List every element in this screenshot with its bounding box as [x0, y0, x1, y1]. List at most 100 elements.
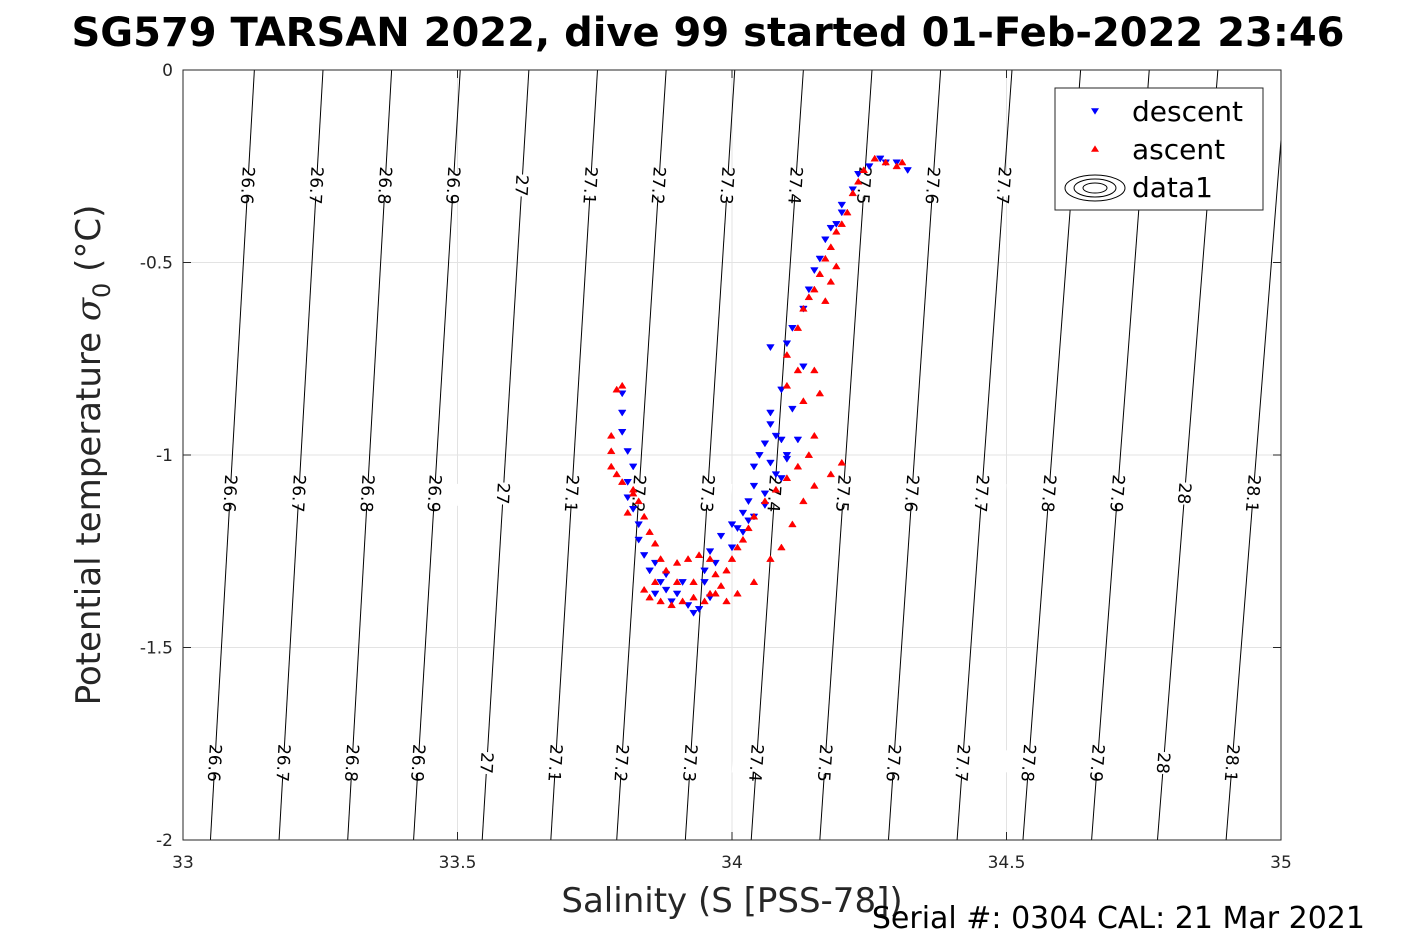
ascent-point-2: [892, 162, 901, 170]
density-contour-label-bg-6-0: [634, 172, 684, 199]
density-contour-label-6-0: 27.2: [647, 166, 669, 205]
ascent-point-63: [612, 470, 621, 478]
ascent-point-51: [694, 551, 704, 559]
ascent-point-5: [854, 177, 863, 185]
density-contour-label-4-1: 27: [492, 482, 513, 505]
descent-point-40: [705, 548, 715, 556]
density-contour-label-bg-8-1: [749, 480, 800, 507]
density-contour-7: [684, 69, 736, 841]
density-contour-label-5-1: 27.1: [560, 474, 582, 513]
descent-point-10: [837, 209, 847, 217]
density-contour-9: [819, 69, 873, 841]
ascent-point-29: [782, 474, 792, 482]
descent-point-51: [656, 579, 665, 586]
ascent-point-1: [881, 158, 890, 166]
ascent-point-7: [843, 208, 852, 216]
ascent-point-15: [799, 304, 808, 312]
density-contour-label-2-0: 26.8: [373, 166, 395, 205]
density-contour-label-7-0: 27.3: [715, 166, 737, 205]
descent-point-29: [749, 463, 759, 471]
ascent-point-75: [766, 555, 775, 562]
y-tick-label-0: 0: [162, 61, 173, 81]
density-contour-label-1-0: 26.7: [304, 166, 326, 205]
ascent-point-9: [832, 227, 841, 235]
descent-point-44: [694, 606, 704, 613]
y-tick-label-4: -2: [156, 831, 173, 851]
ascent-point-43: [667, 601, 676, 609]
x-tick-label-2: 34: [721, 853, 743, 873]
ascent-point-55: [672, 578, 682, 585]
descent-point-17: [782, 340, 792, 348]
descent-point-3: [903, 167, 912, 174]
density-contour-label-bg-8-0: [770, 172, 821, 199]
density-contour-label-bg-0-2: [190, 750, 240, 776]
ascent-series: [606, 154, 907, 609]
density-contour-label-3-0: 26.9: [441, 166, 463, 205]
ascent-point-76: [777, 543, 786, 551]
legend-marker-descent: [1091, 108, 1099, 115]
density-contour-label-7-1: 27.3: [695, 474, 717, 513]
ascent-point-54: [689, 578, 698, 585]
descent-point-28: [782, 452, 792, 459]
descent-point-13: [810, 267, 819, 275]
density-contour-label-bg-11-2: [937, 750, 988, 776]
density-contour-label-bg-0-1: [205, 481, 255, 506]
density-contour-label-10-1: 27.6: [900, 474, 923, 513]
density-contour-label-4-2: 27: [475, 752, 496, 775]
descent-point-27: [755, 452, 764, 459]
density-contour-label-bg-4-1: [478, 481, 528, 506]
descent-point-21: [766, 409, 775, 417]
descent-point-73: [782, 455, 792, 463]
density-contour-label-15-2: 28.1: [1220, 743, 1243, 782]
descent-point-74: [793, 436, 803, 444]
descent-point-23: [766, 421, 775, 429]
density-contour-label-0-1: 26.6: [218, 474, 240, 513]
density-contour-label-11-1: 27.7: [969, 474, 992, 513]
descent-point-61: [617, 428, 627, 436]
density-contour-label-9-2: 27.5: [813, 743, 836, 782]
y-axis-label-sigma: σ: [69, 297, 109, 321]
ascent-point-17: [826, 277, 836, 285]
density-contour-label-bg-1-1: [274, 481, 324, 506]
ascent-point-32: [749, 512, 759, 520]
density-contour-label-bg-10-0: [908, 172, 958, 199]
footer-serial-cal: Serial #: 0304 CAL: 21 Mar 2021: [872, 901, 1365, 936]
density-contour-label-1-1: 26.7: [287, 474, 309, 513]
density-contour-label-14-1: 28: [1173, 482, 1195, 505]
descent-point-9: [826, 224, 836, 232]
legend-contour-icon-ring-0: [1064, 174, 1126, 202]
ascent-point-37: [722, 566, 731, 574]
descent-point-26: [777, 436, 786, 444]
density-contours: [209, 69, 1282, 841]
descent-point-18: [766, 344, 775, 352]
ascent-point-3: [897, 158, 907, 166]
density-contour-label-bg-1-2: [258, 750, 309, 776]
x-tick-label-4: 35: [1270, 853, 1292, 873]
density-contour-2: [347, 69, 393, 841]
density-contour-label-12-1: 27.8: [1037, 474, 1060, 513]
density-contour-label-bg-2-1: [342, 481, 393, 506]
ascent-point-59: [639, 512, 649, 520]
y-axis-ticks: 0 -0.5 -1 -1.5 -2: [140, 61, 1281, 851]
density-contour-label-5-2: 27.1: [543, 743, 565, 782]
ascent-point-41: [689, 593, 698, 601]
density-contour-11: [956, 69, 1013, 841]
ascent-point-53: [711, 570, 720, 578]
descent-point-14: [804, 286, 814, 294]
density-contour-label-bg-12-2: [1003, 750, 1054, 776]
ascent-point-52: [705, 555, 715, 562]
ascent-point-18: [821, 297, 830, 304]
density-contour-5: [550, 69, 598, 841]
density-contour-label-bg-3-2: [393, 750, 443, 776]
x-axis-label: Salinity (S [PSS-78]): [561, 881, 902, 921]
descent-point-34: [738, 509, 748, 517]
ascent-point-69: [628, 489, 638, 497]
density-contour-label-13-1: 27.9: [1105, 474, 1128, 513]
descent-point-31: [771, 471, 781, 479]
y-axis-label: Potential temperature σ0 (°C): [69, 205, 116, 706]
descent-point-12: [815, 255, 825, 263]
descent-point-49: [661, 586, 671, 594]
descent-point-55: [634, 521, 643, 529]
density-contour-label-3-2: 26.9: [406, 743, 428, 782]
ascent-point-40: [700, 597, 709, 605]
